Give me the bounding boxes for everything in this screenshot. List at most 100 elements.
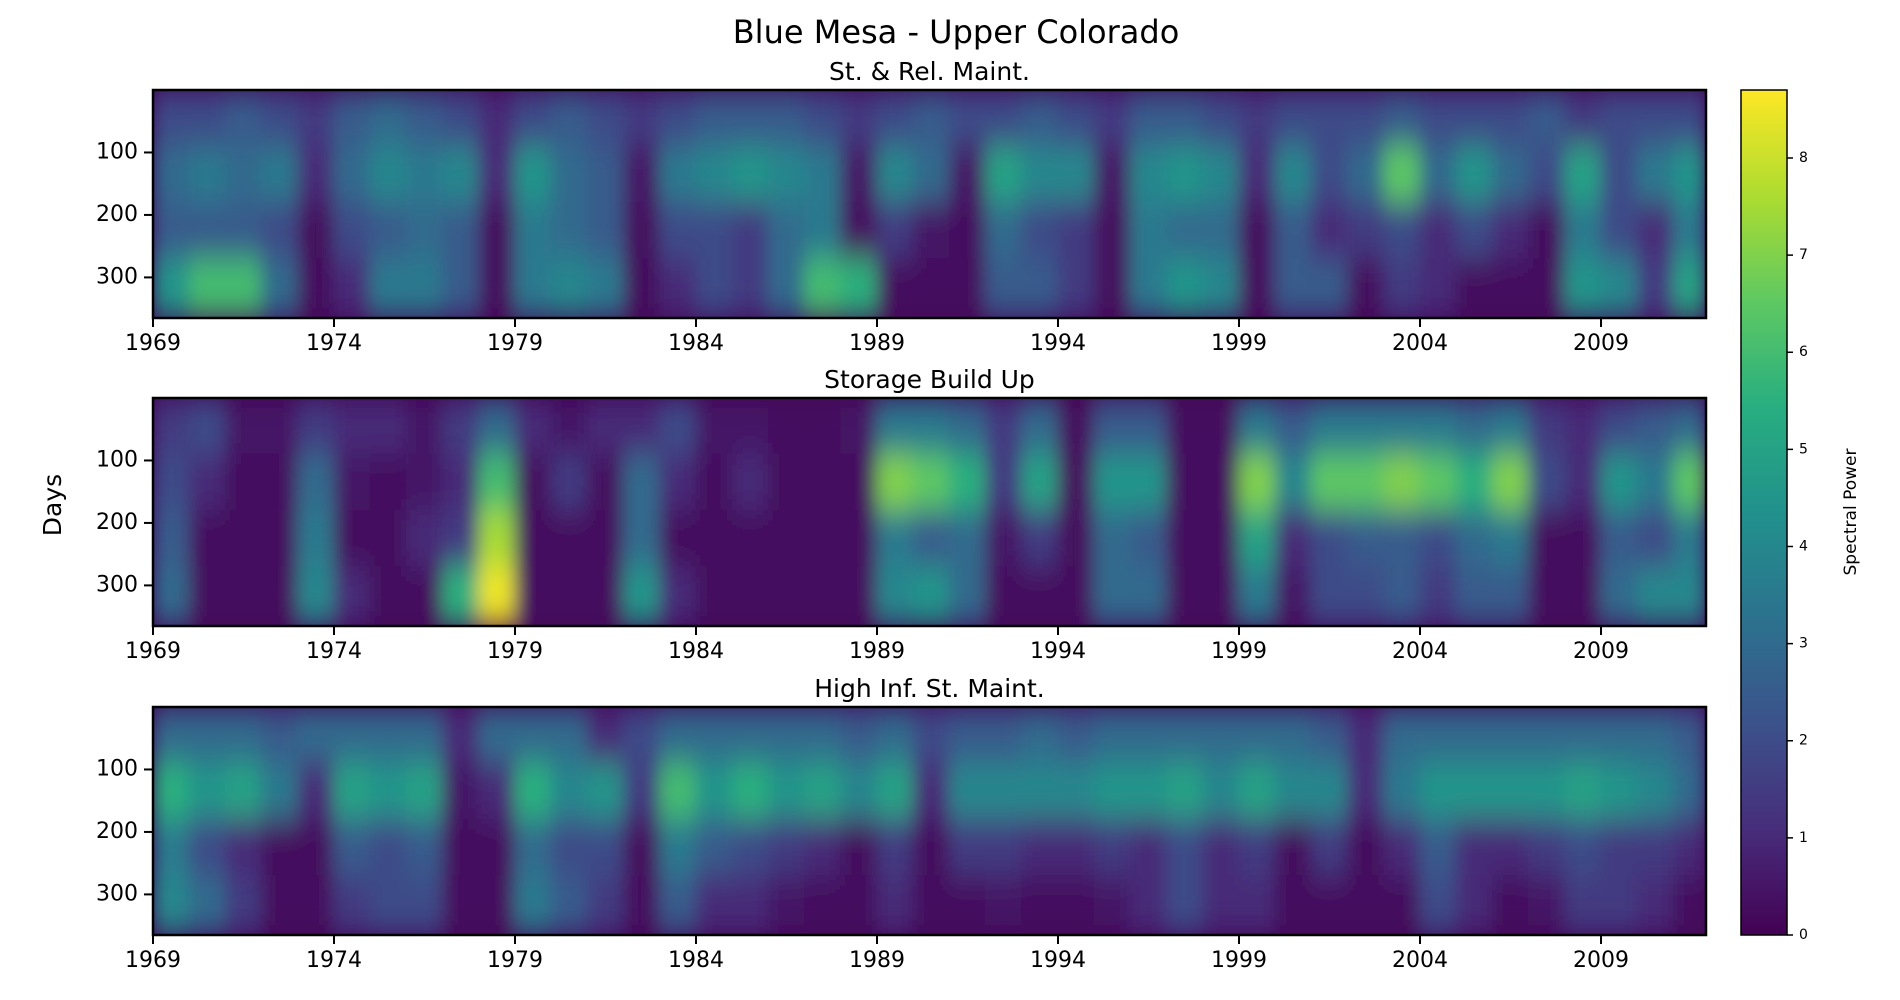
heatmap-cell	[369, 818, 407, 877]
heatmap-cell	[369, 509, 407, 568]
y-tick-label: 100	[96, 756, 138, 781]
heatmap-cell	[1383, 398, 1421, 455]
heatmap-cell	[948, 453, 987, 511]
heatmap-cell	[297, 201, 335, 260]
heatmap-cell	[840, 201, 878, 260]
heatmap-cell	[1528, 90, 1566, 147]
heatmap-cell	[1528, 566, 1566, 626]
heatmap-cell	[731, 90, 769, 147]
heatmap-cell	[1383, 453, 1421, 511]
heatmap-cell	[405, 707, 444, 764]
heatmap-cell	[586, 398, 625, 455]
heatmap-cell	[1166, 201, 1204, 260]
heatmap-cell	[912, 509, 950, 568]
heatmap-cell	[1383, 509, 1421, 568]
x-tick-label: 1969	[125, 331, 181, 356]
heatmap-cell	[297, 509, 335, 568]
heatmap-cell	[1202, 258, 1240, 318]
heatmap-cell	[514, 818, 552, 877]
heatmap-cell	[224, 145, 263, 203]
heatmap-cell	[1491, 90, 1530, 147]
heatmap-cell	[478, 145, 516, 203]
heatmap-cell	[261, 707, 299, 764]
heatmap-cell	[1636, 453, 1674, 511]
heatmap-cell	[514, 875, 552, 935]
heatmap-cell	[261, 875, 299, 935]
plot-frame	[151, 396, 1708, 628]
heatmap-cell	[1636, 566, 1674, 626]
heatmap-cell	[478, 566, 516, 626]
heatmap-cell	[224, 509, 263, 568]
heatmap-cell	[1093, 818, 1131, 877]
heatmap-cell	[840, 398, 878, 455]
heatmap-cell	[623, 566, 661, 626]
heatmap-cell	[731, 398, 769, 455]
heatmap-cell	[297, 875, 335, 935]
colorbar-tick-label: 5	[1799, 441, 1808, 457]
heatmap-cell	[1310, 707, 1349, 764]
heatmap-cell	[1310, 453, 1349, 511]
heatmap-cell	[1636, 90, 1674, 147]
heatmap-cell	[731, 707, 769, 764]
heatmap-cell	[1600, 509, 1638, 568]
heatmap-cell	[333, 509, 371, 568]
heatmap-cell	[1347, 90, 1385, 147]
heatmap-cell	[1057, 90, 1095, 147]
heatmap-cell	[261, 762, 299, 820]
heatmap-cell	[876, 762, 914, 820]
heatmap-cell	[948, 818, 987, 877]
x-tick-label: 1994	[1030, 331, 1086, 356]
heatmap-cell	[514, 453, 552, 511]
heatmap-cell	[731, 818, 769, 877]
heatmap-cell	[623, 201, 661, 260]
heatmap-cell	[442, 818, 480, 877]
heatmap-cell	[1274, 509, 1312, 568]
heatmap-cell	[369, 762, 407, 820]
heatmap-cell	[1166, 258, 1204, 318]
heatmap-cell	[623, 398, 661, 455]
heatmap-cell	[1057, 707, 1095, 764]
heatmap-cell	[912, 566, 950, 626]
heatmap-cell	[731, 453, 769, 511]
heatmap-cell	[1129, 707, 1168, 764]
heatmap-cell	[297, 90, 335, 147]
heatmap-cell	[1383, 201, 1421, 260]
heatmap-cell	[1455, 90, 1493, 147]
heatmap-cell	[876, 875, 914, 935]
heatmap-cell	[153, 201, 190, 260]
heatmap-cell	[1347, 762, 1385, 820]
heatmap-cell	[695, 707, 733, 764]
heatmap-cell	[1347, 453, 1385, 511]
panel-title: St. & Rel. Maint.	[829, 57, 1030, 86]
heatmap-cell	[188, 453, 226, 511]
heatmap-cell	[840, 145, 878, 203]
x-tick-label: 2009	[1573, 639, 1629, 664]
heatmap-cell	[1419, 566, 1457, 626]
heatmap-cell	[1528, 762, 1566, 820]
heatmap-cell	[1528, 453, 1566, 511]
y-tick-label: 300	[96, 264, 138, 289]
heatmap-cell	[405, 145, 444, 203]
heatmap-cell	[1672, 398, 1706, 455]
heatmap-cell	[333, 90, 371, 147]
heatmap-cell	[804, 145, 842, 203]
colorbar-tick-label: 4	[1799, 538, 1808, 554]
heatmap-cell	[1238, 90, 1276, 147]
heatmap-cell	[659, 566, 697, 626]
heatmap-cell	[586, 818, 625, 877]
heatmap-cell	[224, 258, 263, 318]
heatmap-cell	[1491, 762, 1530, 820]
heatmap-cell	[188, 258, 226, 318]
heatmap-cell	[1274, 201, 1312, 260]
heatmap-cell	[948, 762, 987, 820]
heatmap-cell	[695, 90, 733, 147]
heatmap-cell	[623, 258, 661, 318]
heatmap-cell	[188, 818, 226, 877]
heatmap-cell	[369, 566, 407, 626]
heatmap-cell	[876, 145, 914, 203]
heatmap-cell	[1564, 509, 1602, 568]
heatmap-cell	[1238, 566, 1276, 626]
heatmap-cell	[1347, 509, 1385, 568]
heatmap-cell	[1347, 566, 1385, 626]
heatmap-cell	[1310, 145, 1349, 203]
